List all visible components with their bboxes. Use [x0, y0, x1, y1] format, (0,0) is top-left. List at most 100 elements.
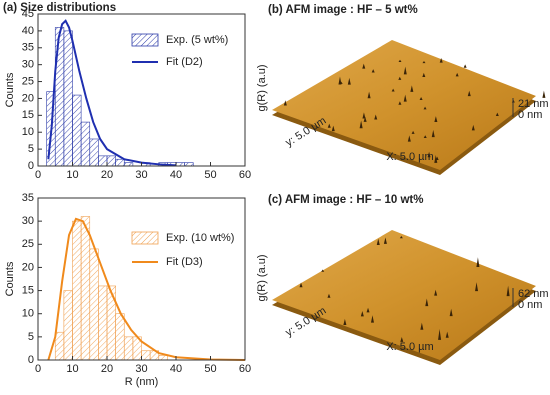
- bar: [63, 290, 73, 361]
- x-tick-label: 60: [239, 169, 251, 181]
- afm-spike: [427, 151, 431, 158]
- afm-surface: [272, 230, 536, 360]
- legend-label: Fit (D2): [166, 56, 203, 68]
- y-tick-label: 20: [22, 261, 34, 273]
- afm-spike: [422, 60, 426, 64]
- afm-spike: [360, 311, 364, 317]
- bar: [89, 248, 99, 361]
- y-tick-label: 30: [22, 215, 34, 227]
- afm-spike: [420, 322, 424, 330]
- y-tick-label: 35: [22, 42, 34, 54]
- y-tick-label: 5: [28, 331, 34, 343]
- afm-spike: [419, 96, 423, 101]
- afm-spike: [347, 77, 351, 85]
- y-tick-label: 10: [22, 308, 34, 320]
- z-axis-label: g(R) (a.u): [256, 64, 268, 111]
- afm-spike: [431, 129, 435, 138]
- panel-title: (b) AFM image : HF – 5 wt%: [268, 4, 418, 16]
- afm-spike: [374, 114, 378, 120]
- z-axis-label: g(R) (a.u): [256, 254, 268, 301]
- scale-top: 21 nm: [518, 98, 549, 110]
- afm-spike: [403, 66, 407, 75]
- scale-bottom: 0 nm: [518, 299, 542, 311]
- afm-spike: [423, 135, 427, 139]
- x-tick-label: 20: [101, 169, 113, 181]
- y-tick-label: 10: [22, 126, 34, 138]
- afm-spike: [398, 59, 402, 62]
- afm-spike: [331, 125, 335, 132]
- afm-spike: [398, 101, 402, 105]
- afm-surface: [272, 40, 536, 170]
- bar: [72, 220, 82, 361]
- afm-spike: [475, 282, 479, 292]
- afm-spike: [455, 72, 459, 77]
- afm-spike: [439, 58, 443, 63]
- panel-title: (c) AFM image : HF – 10 wt%: [268, 194, 424, 206]
- bar: [141, 350, 151, 361]
- y-tick-label: 0: [28, 160, 34, 172]
- afm-spike: [363, 116, 367, 122]
- afm-spike: [434, 155, 438, 163]
- y-tick-label: 45: [22, 8, 34, 20]
- x-tick-label: 10: [66, 169, 78, 181]
- afm-spike: [343, 318, 347, 326]
- bar: [115, 313, 125, 361]
- scale-top: 62 nm: [518, 288, 549, 300]
- afm-spike: [445, 331, 449, 338]
- afm-spike: [407, 135, 411, 142]
- afm-spike: [327, 123, 331, 128]
- afm-spike: [321, 269, 325, 272]
- x-tick-label: 40: [170, 363, 182, 375]
- y-tick-label: 25: [22, 238, 34, 250]
- y-tick-label: 25: [22, 75, 34, 87]
- y-tick-label: 40: [22, 25, 34, 37]
- legend-label: Fit (D3): [166, 256, 203, 268]
- afm-spike: [367, 91, 371, 99]
- x-tick-label: 20: [101, 363, 113, 375]
- afm-spike: [434, 116, 438, 122]
- afm-spike: [299, 282, 303, 288]
- bar: [106, 155, 116, 167]
- afm-spike: [398, 76, 402, 80]
- afm-spike: [376, 238, 380, 245]
- afm-spike: [423, 106, 427, 110]
- afm-spike: [422, 72, 426, 78]
- y-tick-label: 15: [22, 284, 34, 296]
- afm-spike: [506, 285, 510, 297]
- bar: [89, 138, 99, 167]
- fit-line: [47, 19, 177, 167]
- afm-spike: [371, 69, 375, 73]
- afm-spike: [283, 100, 287, 106]
- bar: [72, 94, 82, 167]
- afm-spike: [434, 289, 438, 296]
- x-tick-label: 30: [135, 363, 147, 375]
- afm-spike: [495, 112, 499, 116]
- y-tick-label: 30: [22, 59, 34, 71]
- afm-spike: [370, 315, 374, 323]
- bar: [80, 216, 91, 361]
- afm-spike: [399, 235, 403, 239]
- bar: [123, 162, 134, 167]
- y-axis-label: Counts: [4, 72, 16, 107]
- afm-spike: [400, 336, 404, 342]
- x-axis-label: X: 5.0 µm: [386, 151, 433, 163]
- legend-swatch: [131, 33, 159, 47]
- afm-spike: [366, 307, 370, 313]
- bar: [115, 158, 125, 167]
- legend-swatch: [131, 231, 159, 245]
- bar: [54, 27, 65, 167]
- x-axis-label: X: 5.0 µm: [386, 341, 433, 353]
- scale-bottom: 0 nm: [518, 109, 542, 121]
- y-tick-label: 20: [22, 92, 34, 104]
- afm-spike: [338, 76, 342, 85]
- x-tick-label: 50: [204, 363, 216, 375]
- y-tick-label: 0: [28, 354, 34, 366]
- bar: [63, 30, 73, 167]
- afm-spike: [327, 293, 331, 298]
- y-tick-label: 35: [22, 192, 34, 204]
- bar: [158, 355, 168, 361]
- bar: [123, 336, 134, 361]
- afm-spike: [425, 298, 429, 307]
- bar: [175, 162, 185, 167]
